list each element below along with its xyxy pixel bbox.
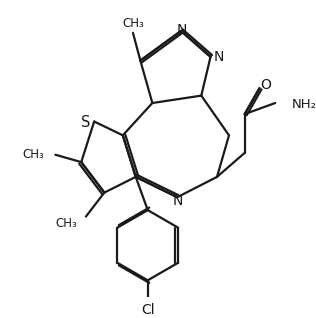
Text: Cl: Cl: [141, 303, 155, 317]
Text: N: N: [214, 50, 224, 64]
Text: CH₃: CH₃: [122, 17, 144, 30]
Text: N: N: [177, 23, 187, 37]
Text: CH₃: CH₃: [22, 148, 44, 161]
Text: O: O: [260, 79, 271, 93]
Text: N: N: [173, 194, 183, 208]
Text: S: S: [81, 115, 91, 130]
Text: CH₃: CH₃: [55, 218, 77, 231]
Text: NH₂: NH₂: [292, 98, 316, 111]
